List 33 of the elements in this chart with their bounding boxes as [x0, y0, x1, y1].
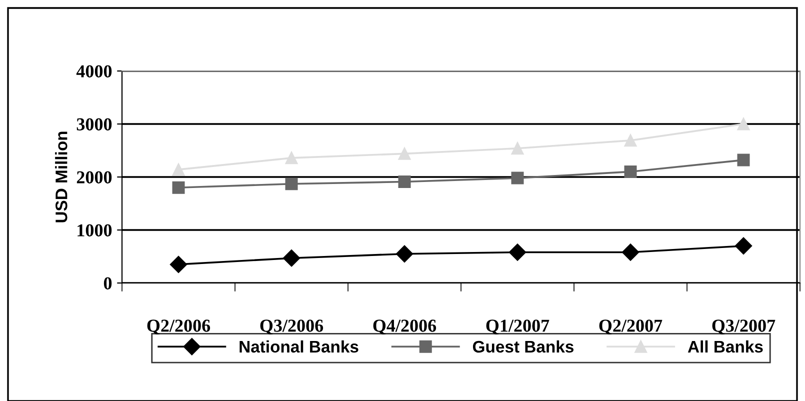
- x-tick-label: Q3/2006: [260, 320, 324, 335]
- x-tick-label: Q2/2007: [599, 320, 662, 335]
- point: [737, 154, 750, 166]
- point: [285, 152, 298, 164]
- point: [285, 178, 298, 190]
- point: [282, 250, 300, 267]
- point: [511, 172, 524, 184]
- x-tick-label: Q4/2006: [373, 320, 436, 335]
- x-tick-label: Q2/2006: [147, 320, 210, 335]
- legend-label: Guest Banks: [472, 340, 574, 353]
- y-tick-label: 0: [104, 277, 112, 290]
- point: [508, 244, 526, 261]
- y-tick-label: 2000: [76, 171, 112, 184]
- point: [172, 181, 185, 194]
- point: [624, 134, 637, 147]
- point: [624, 165, 637, 178]
- point: [398, 176, 411, 188]
- x-tick-label: Q1/2007: [486, 320, 550, 335]
- legend-label: National Banks: [240, 340, 358, 353]
- point: [396, 245, 414, 262]
- y-tick-label: 1000: [78, 224, 112, 236]
- legend-label: All Banks: [688, 340, 763, 353]
- point: [734, 237, 752, 254]
- x-tick-label: Q3/2007: [712, 320, 776, 335]
- point: [170, 256, 188, 273]
- point: [172, 163, 185, 176]
- point: [511, 142, 524, 155]
- y-tick-label: 4000: [76, 65, 112, 78]
- y-tick-label: 3000: [76, 118, 112, 130]
- point: [398, 147, 411, 160]
- point: [622, 244, 640, 261]
- y-axis-title: USD Million: [55, 132, 68, 222]
- point: [737, 118, 750, 130]
